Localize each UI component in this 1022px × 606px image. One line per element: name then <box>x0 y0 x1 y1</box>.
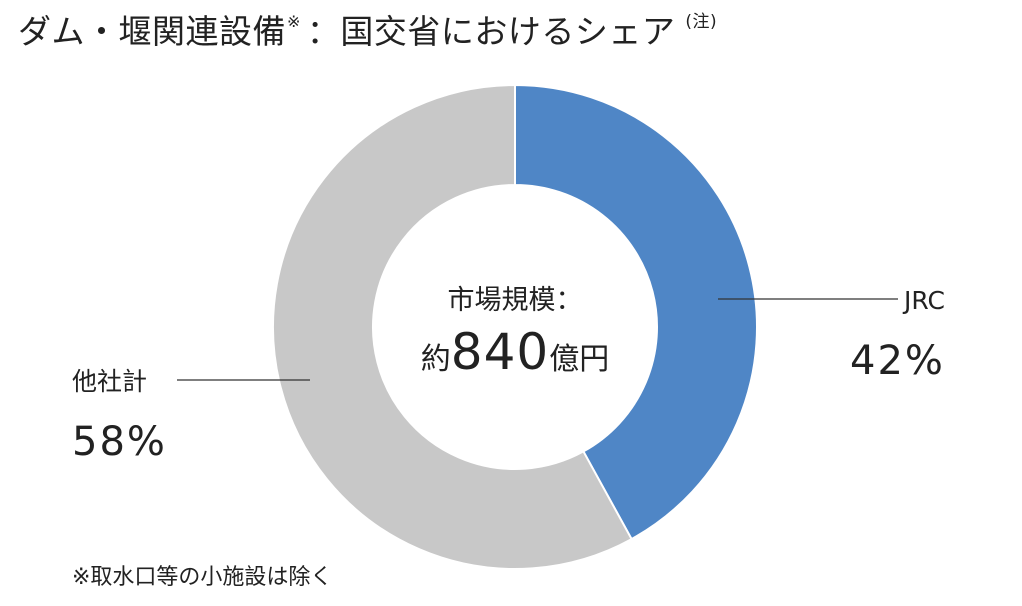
title-footnote-mark: ※ <box>287 12 301 31</box>
center-amount: 840 <box>451 323 549 381</box>
chart-title-suffix: ：国交省におけるシェア <box>306 12 676 51</box>
title-note-mark: (注) <box>685 12 718 32</box>
chart-title: ダム・堰関連設備※ ：国交省におけるシェア (注) <box>18 10 717 60</box>
slice-label-name-others: 他社計 <box>72 367 147 396</box>
center-prefix: 約 <box>421 342 451 377</box>
donut-slices <box>272 83 758 570</box>
slice-label-value-jrc: 42% <box>850 338 945 384</box>
center-market-size-label: 市場規模： <box>448 285 583 316</box>
slice-label-value-others: 58% <box>72 419 167 465</box>
donut-slice-jrc <box>514 83 758 541</box>
slice-label-name-jrc: JRC <box>902 286 945 315</box>
donut-slice-others <box>272 83 633 570</box>
center-unit: 億円 <box>549 342 609 377</box>
footnote: ※取水口等の小施設は除く <box>72 565 333 590</box>
chart-title-main: ダム・堰関連設備 <box>18 12 286 51</box>
center-market-size-value: 約840億円 <box>421 323 609 381</box>
